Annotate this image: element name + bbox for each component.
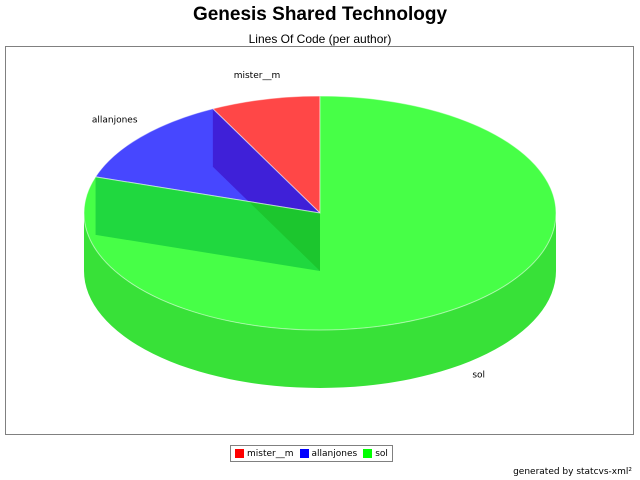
legend-item-allanjones: allanjones <box>299 448 358 459</box>
pie-slice-mister-m[interactable] <box>211 95 321 215</box>
chart-subtitle: Lines Of Code (per author) <box>248 32 392 46</box>
legend-swatch-mister-m <box>235 449 244 458</box>
legend-item-mister-m: mister__m <box>235 449 294 459</box>
footer-credit: generated by statcvs-xml² <box>513 467 632 477</box>
pie-chart: mister__m allanjones sol <box>83 71 557 388</box>
legend-swatch-sol <box>363 449 373 458</box>
slice-label-allanjones: allanjones <box>92 116 138 126</box>
legend-item-sol: sol <box>363 449 388 459</box>
chart-title: Genesis Shared Technology <box>192 4 448 25</box>
pie-side-sol <box>84 213 556 388</box>
pie-slice-allanjones[interactable] <box>94 108 322 214</box>
legend-label-allanjones: allanjones <box>311 448 358 459</box>
plot-area: mister__m allanjones sol <box>5 46 634 435</box>
slice-label-sol: sol <box>472 371 485 381</box>
legend-label-sol: sol <box>375 448 388 459</box>
pie-slice-sol[interactable] <box>83 95 557 331</box>
slice-label-mister-m: mister__m <box>234 71 281 81</box>
legend-swatch-allanjones <box>299 449 309 458</box>
legend-label-mister-m: mister__m <box>247 448 294 459</box>
pie-tops <box>83 95 557 331</box>
legend: mister__m allanjones sol <box>230 445 393 462</box>
